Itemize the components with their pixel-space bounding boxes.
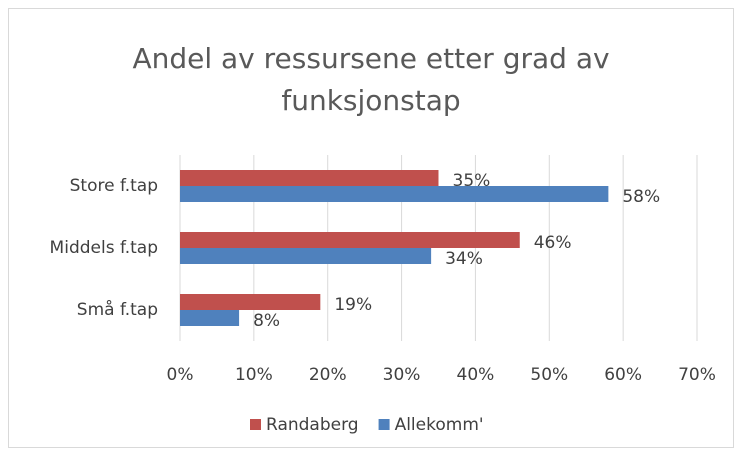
legend-label: Allekomm'	[395, 415, 484, 435]
data-label: 19%	[334, 295, 372, 315]
x-tick-label: 10%	[235, 365, 273, 385]
x-tick-label: 30%	[383, 365, 421, 385]
y-tick-label: Små f.tap	[77, 299, 158, 320]
data-label: 34%	[445, 249, 483, 269]
x-tick-label: 70%	[678, 365, 716, 385]
x-tick-label: 40%	[457, 365, 495, 385]
data-label: 58%	[622, 187, 660, 207]
x-tick-label: 20%	[309, 365, 347, 385]
y-tick-label: Middels f.tap	[50, 238, 158, 258]
data-label: 46%	[534, 233, 572, 253]
chart-title: Andel av ressursene etter grad av funksj…	[132, 42, 610, 117]
x-tick-label: 50%	[530, 365, 568, 385]
legend-swatch	[378, 419, 390, 430]
bar	[180, 310, 240, 326]
legend-label: Randaberg	[266, 415, 359, 435]
data-label: 8%	[253, 311, 280, 331]
chart-border	[8, 8, 734, 448]
bar	[180, 294, 321, 310]
x-tick-label: 0%	[167, 365, 194, 385]
bar	[180, 232, 520, 248]
y-tick-label: Store f.tap	[70, 176, 158, 196]
legend-swatch	[250, 419, 261, 430]
bar	[180, 248, 432, 264]
x-tick-label: 60%	[604, 365, 642, 385]
bar	[180, 186, 609, 202]
bar	[180, 170, 439, 186]
